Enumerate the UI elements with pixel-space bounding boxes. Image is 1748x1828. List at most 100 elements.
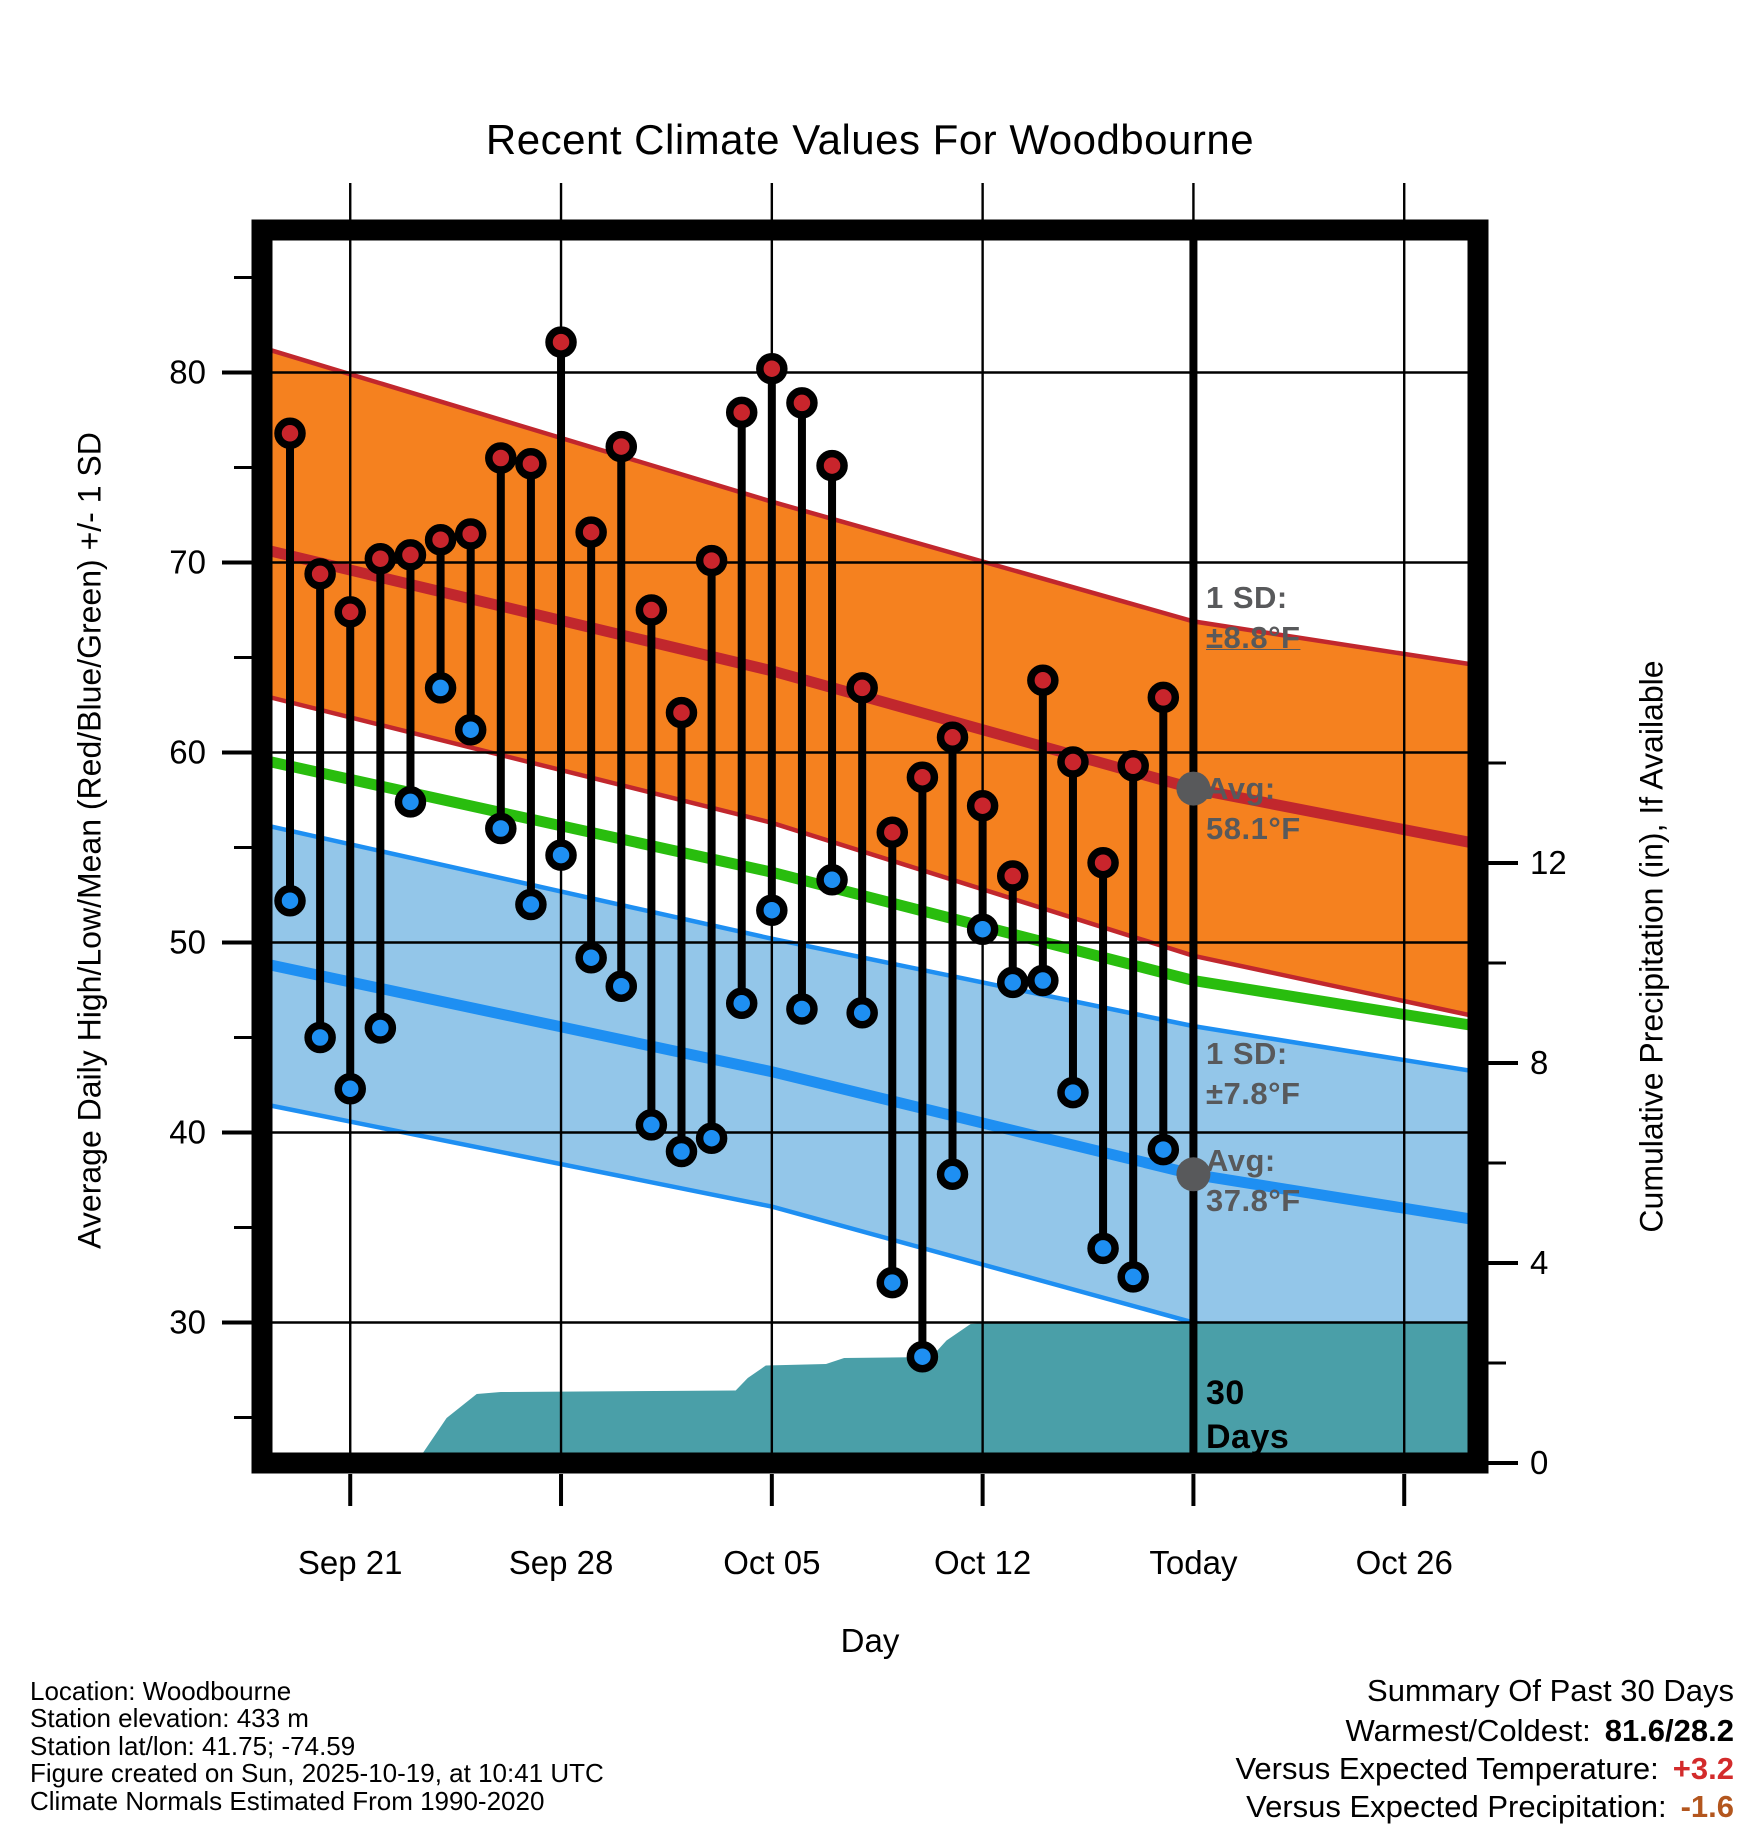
low-dot: [635, 1109, 668, 1141]
high-dot: [876, 816, 909, 849]
low-dot: [665, 1135, 698, 1168]
low-dot: [605, 970, 638, 1002]
high-dot: [635, 594, 668, 626]
y-axis-left-label: Average Daily High/Low/Mean (Red/Blue/Gr…: [71, 432, 108, 1249]
figure-created: Figure created on Sun, 2025-10-19, at 10…: [30, 1758, 604, 1789]
low-dot: [485, 812, 517, 845]
annotation-low-avg-label: Avg:: [1206, 1143, 1276, 1178]
high-dot: [996, 860, 1029, 892]
x-tick-label: Oct 12: [934, 1544, 1031, 1581]
high-dot: [1117, 750, 1149, 782]
high-dot: [695, 544, 728, 577]
low-dot: [274, 884, 306, 917]
climate-normals-note: Climate Normals Estimated From 1990-2020: [30, 1785, 545, 1816]
y-left-tick-label: 60: [169, 734, 206, 771]
low-dot: [394, 786, 427, 818]
annotation-low-sd-value: ±7.8°F: [1206, 1076, 1301, 1111]
high-dot: [1057, 746, 1089, 778]
high-dot: [454, 518, 487, 550]
low-dot: [756, 894, 788, 926]
summary-value: +3.2: [1672, 1751, 1734, 1786]
x-tick-label: Oct 05: [723, 1544, 820, 1581]
high-dot: [816, 449, 848, 482]
high-dot: [485, 442, 517, 474]
y-right-tick-label: 0: [1530, 1444, 1548, 1481]
annotation-30: 30: [1206, 1374, 1245, 1412]
summary-title: Summary Of Past 30 Days: [1367, 1673, 1734, 1708]
cumulative-precip-area: [262, 1322, 1478, 1463]
annotation-high-avg: Avg: 58.1°F: [1206, 769, 1301, 849]
high-dot: [725, 396, 758, 429]
summary-label: Versus Expected Precipitation:: [1246, 1789, 1667, 1824]
low-dot: [1087, 1232, 1119, 1265]
high-dot: [605, 430, 638, 463]
low-dot: [364, 1012, 397, 1044]
y-right-tick-label: 4: [1530, 1244, 1548, 1281]
low-dot: [1117, 1261, 1149, 1293]
high-dot: [304, 558, 336, 590]
high-dot: [545, 326, 577, 358]
summary-value: 81.6/28.2: [1604, 1713, 1734, 1748]
low-dot: [454, 713, 487, 746]
high-dot: [846, 672, 878, 704]
low-dot: [725, 987, 758, 1020]
high-dot: [424, 523, 457, 556]
low-dot: [304, 1021, 336, 1054]
x-tick-label: Today: [1149, 1544, 1238, 1581]
summary-row-vs-precipitation: Versus Expected Precipitation: -1.6: [1235, 1788, 1734, 1826]
low-dot: [545, 839, 577, 871]
low-dot: [816, 864, 848, 896]
summary-value: -1.6: [1680, 1789, 1734, 1824]
high-dot: [274, 417, 306, 450]
annotation-high-avg-value: 58.1°F: [1206, 811, 1301, 846]
y-axis-right-label: Cumulative Precipitation (in), If Availa…: [1633, 660, 1670, 1233]
low-dot: [575, 941, 607, 974]
plot-border: [251, 219, 1489, 1474]
station-info: Location: Woodbourne Station elevation: …: [30, 1676, 604, 1816]
station-location: Location: Woodbourne: [30, 1676, 292, 1706]
high-dot: [665, 696, 698, 729]
chart-title: Recent Climate Values For Woodbourne: [485, 116, 1255, 163]
high-dot: [786, 387, 818, 419]
low-dot: [876, 1266, 909, 1299]
today-high-avg-marker: [1176, 771, 1211, 806]
low-dot: [424, 672, 457, 704]
high-dot: [334, 596, 366, 628]
y-left-tick-label: 70: [169, 544, 206, 581]
high-dot: [515, 447, 547, 480]
high-dot: [966, 789, 999, 822]
y-left-tick-label: 50: [169, 924, 206, 961]
low-dot: [1027, 964, 1059, 997]
x-tick-label: Sep 21: [298, 1544, 403, 1581]
low-dot: [695, 1122, 728, 1154]
annotation-low-avg-value: 37.8°F: [1206, 1183, 1301, 1218]
low-dot: [515, 888, 547, 921]
annotation-30-days: 30 Days: [1206, 1371, 1289, 1459]
low-dot: [966, 913, 999, 945]
y-left-tick-label: 40: [169, 1114, 206, 1151]
annotation-low-avg: Avg: 37.8°F: [1206, 1141, 1301, 1221]
y-left-tick-label: 80: [169, 354, 206, 391]
low-dot: [996, 966, 1029, 999]
low-dot: [906, 1340, 939, 1373]
x-axis-label: Day: [840, 1622, 900, 1659]
high-dot: [575, 516, 607, 548]
summary-row-warmest-coldest: Warmest/Coldest: 81.6/28.2: [1235, 1712, 1734, 1750]
annotation-high-avg-label: Avg:: [1206, 771, 1276, 806]
high-dot: [364, 542, 397, 575]
low-dot: [846, 997, 878, 1029]
summary-label: Versus Expected Temperature:: [1235, 1751, 1659, 1786]
high-dot: [936, 721, 969, 754]
summary-panel: Summary Of Past 30 Days Warmest/Coldest:…: [1235, 1672, 1734, 1826]
station-elevation: Station elevation: 433 m: [30, 1703, 309, 1734]
annotation-days: Days: [1206, 1418, 1290, 1456]
summary-row-vs-temperature: Versus Expected Temperature: +3.2: [1235, 1750, 1734, 1788]
x-tick-label: Sep 28: [509, 1544, 614, 1581]
today-low-avg-marker: [1176, 1157, 1211, 1192]
annotation-high-sd-label: 1 SD:: [1206, 580, 1288, 615]
summary-label: Warmest/Coldest:: [1345, 1713, 1591, 1748]
low-dot: [786, 993, 818, 1025]
x-tick-label: Oct 26: [1356, 1544, 1453, 1581]
